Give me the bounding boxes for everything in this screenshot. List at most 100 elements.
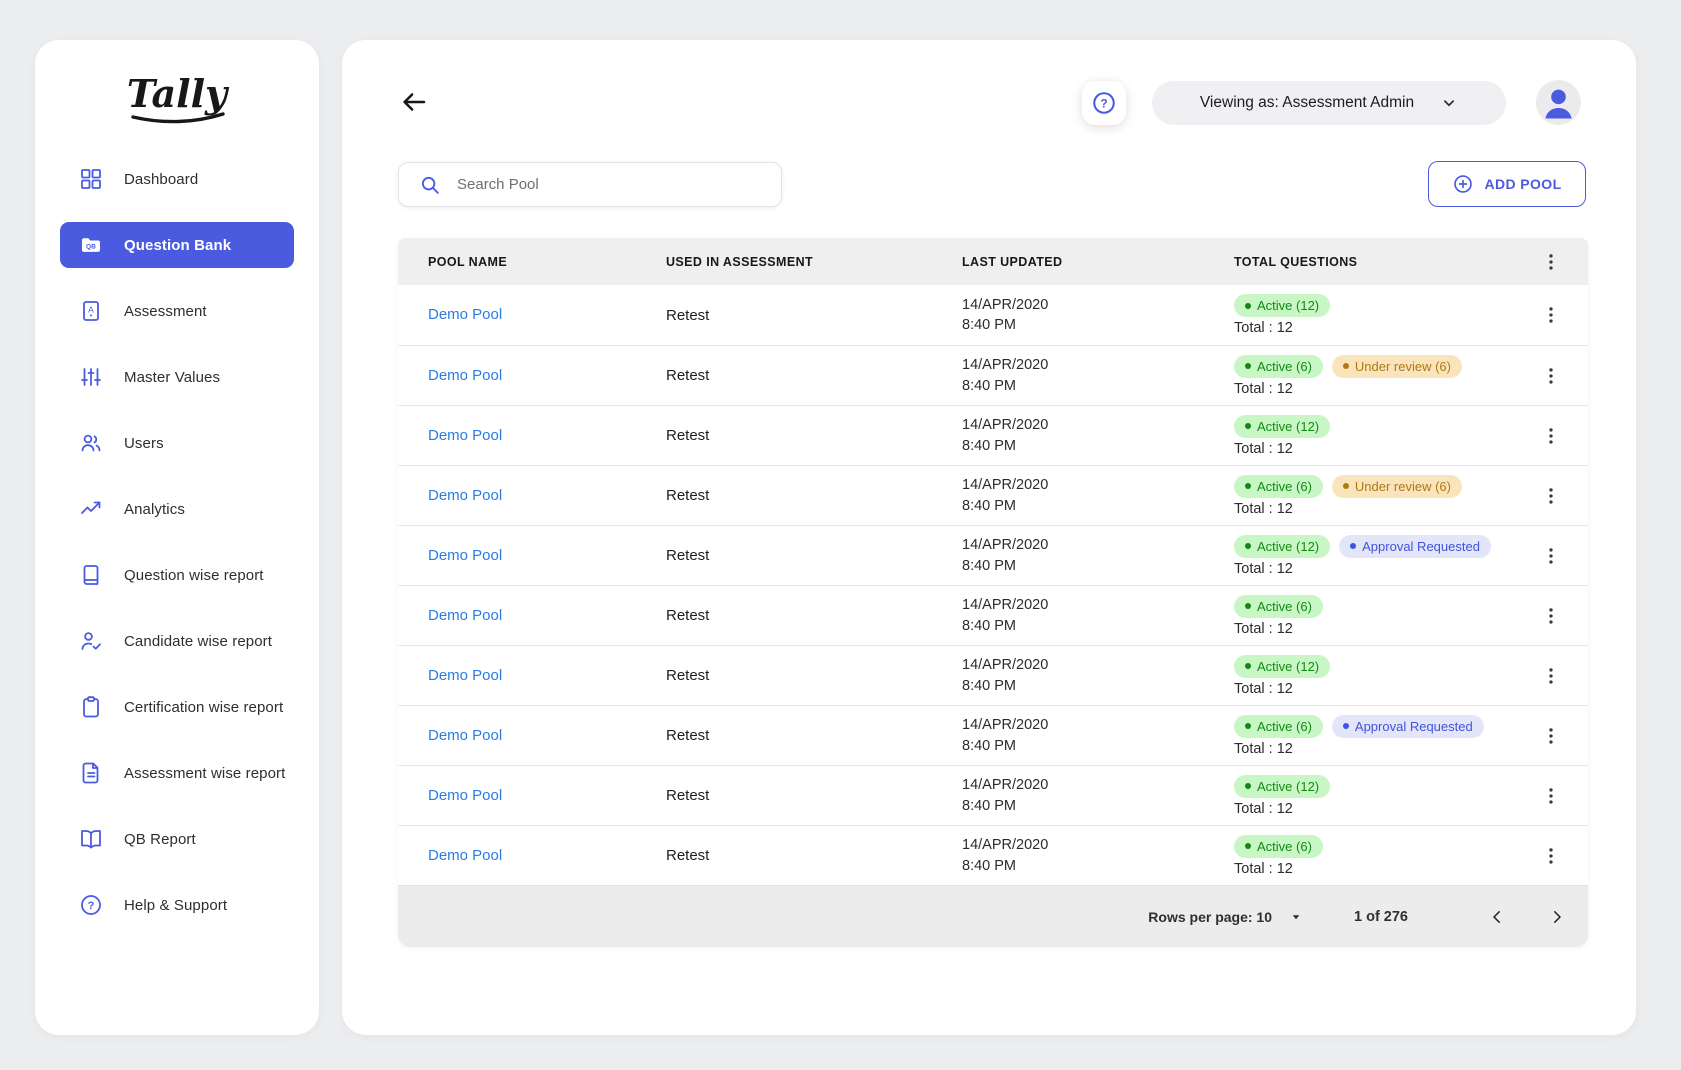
kebab-icon	[1540, 365, 1562, 387]
sidebar-item-assessment-wise-report[interactable]: Assessment wise report	[60, 750, 294, 796]
sidebar-item-dashboard[interactable]: Dashboard	[60, 156, 294, 202]
pool-name-link[interactable]: Demo Pool	[428, 786, 503, 804]
sidebar-item-label: Assessment	[124, 302, 207, 320]
total-count: Total : 12	[1234, 800, 1293, 817]
sidebar-item-label: Question Bank	[124, 236, 232, 254]
trend-up-icon	[79, 497, 103, 521]
status-dot-icon	[1245, 363, 1251, 369]
total-questions-cell: Active (12) Approval Requested Total : 12	[1234, 534, 1514, 577]
sidebar-item-qb-report[interactable]: QB Report	[60, 816, 294, 862]
last-updated: 14/APR/2020 8:40 PM	[962, 777, 1049, 814]
status-badge-active: Active (12)	[1234, 654, 1331, 678]
sidebar-item-question-bank[interactable]: QB Question Bank	[60, 222, 294, 268]
last-updated: 14/APR/2020 8:40 PM	[962, 357, 1049, 394]
table-row: Demo Pool Retest 14/APR/2020 8:40 PM Active …	[398, 765, 1588, 825]
status-badge-active: Active (12)	[1234, 414, 1331, 438]
pool-name-link[interactable]: Demo Pool	[428, 666, 503, 684]
search-pool-input[interactable]	[457, 176, 737, 193]
pool-name-link[interactable]: Demo Pool	[428, 726, 503, 744]
person-check-icon	[79, 629, 103, 653]
total-questions-cell: Active (6) Under review (6) Total : 12	[1234, 474, 1514, 517]
row-actions-button[interactable]	[1536, 721, 1566, 751]
search-pool-box	[398, 162, 782, 207]
pool-name-link[interactable]: Demo Pool	[428, 486, 503, 504]
svg-text:?: ?	[88, 900, 95, 912]
pool-name-link[interactable]: Demo Pool	[428, 606, 503, 624]
previous-page-button[interactable]	[1480, 900, 1514, 934]
total-questions-cell: Active (6) Total : 12	[1234, 834, 1514, 877]
pool-name-link[interactable]: Demo Pool	[428, 366, 503, 384]
total-questions-cell: Active (6) Under review (6) Total : 12	[1234, 354, 1514, 397]
svg-text:?: ?	[1100, 96, 1107, 110]
avatar[interactable]	[1536, 80, 1581, 125]
book-icon	[79, 563, 103, 587]
sidebar-item-help-support[interactable]: ? Help & Support	[60, 882, 294, 928]
row-actions-button[interactable]	[1536, 661, 1566, 691]
sidebar-item-analytics[interactable]: Analytics	[60, 486, 294, 532]
status-dot-icon	[1342, 363, 1349, 369]
sidebar-item-question-wise-report[interactable]: Question wise report	[60, 552, 294, 598]
kebab-icon	[1540, 785, 1562, 807]
chevron-down-icon	[1440, 94, 1458, 112]
pool-name-link[interactable]: Demo Pool	[428, 306, 503, 323]
qb-folder-icon: QB	[79, 233, 103, 257]
kebab-icon	[1540, 251, 1562, 273]
help-circle-icon: ?	[79, 893, 103, 917]
status-badge-active: Active (12)	[1234, 294, 1331, 317]
sidebar-item-candidate-wise-report[interactable]: Candidate wise report	[60, 618, 294, 664]
used-in-assessment: Retest	[666, 787, 710, 804]
svg-text:A: A	[88, 305, 94, 315]
table-row: Demo Pool Retest 14/APR/2020 8:40 PM Active …	[398, 705, 1588, 765]
pool-name-link[interactable]: Demo Pool	[428, 426, 503, 444]
next-page-button[interactable]	[1540, 900, 1574, 934]
row-actions-button[interactable]	[1536, 421, 1566, 451]
status-dot-icon	[1245, 543, 1251, 549]
sidebar-item-label: QB Report	[124, 830, 196, 848]
last-updated: 14/APR/2020 8:40 PM	[962, 477, 1049, 514]
total-count: Total : 12	[1234, 560, 1293, 577]
person-icon	[1545, 89, 1572, 119]
back-button[interactable]	[399, 87, 429, 117]
total-count: Total : 12	[1234, 500, 1293, 517]
sidebar-item-users[interactable]: Users	[60, 420, 294, 466]
last-updated: 14/APR/2020 8:40 PM	[962, 657, 1049, 694]
sidebar-item-certification-wise-report[interactable]: Certification wise report	[60, 684, 294, 730]
column-header-used-in-assessment: USED IN ASSESSMENT	[666, 254, 814, 269]
row-actions-button[interactable]	[1536, 541, 1566, 571]
kebab-icon	[1540, 665, 1562, 687]
row-actions-button[interactable]	[1536, 781, 1566, 811]
table-row: Demo Pool Retest 14/APR/2020 8:40 PM Active …	[398, 345, 1588, 405]
used-in-assessment: Retest	[666, 547, 710, 564]
pool-name-link[interactable]: Demo Pool	[428, 546, 503, 564]
rows-per-page-dropdown[interactable]: Rows per page: 10	[1148, 909, 1302, 925]
sidebar-item-assessment[interactable]: A Assessment	[60, 288, 294, 334]
status-badge-active: Active (12)	[1234, 534, 1331, 558]
total-count: Total : 12	[1234, 860, 1293, 877]
row-actions-button[interactable]	[1536, 300, 1566, 330]
dashboard-grid-icon	[79, 167, 103, 191]
status-badge-active: Active (6)	[1234, 354, 1323, 378]
sidebar-item-label: Dashboard	[124, 170, 199, 188]
logo-text: Tally	[127, 71, 230, 116]
viewing-as-dropdown[interactable]: Viewing as: Assessment Admin	[1152, 80, 1506, 125]
total-count: Total : 12	[1234, 620, 1293, 637]
table-row: Demo Pool Retest 14/APR/2020 8:40 PM Active …	[398, 405, 1588, 465]
row-actions-button[interactable]	[1536, 481, 1566, 511]
table-row: Demo Pool Retest 14/APR/2020 8:40 PM Active …	[398, 825, 1588, 885]
chevron-left-icon	[1493, 910, 1500, 923]
rows-per-page-label: Rows per page: 10	[1148, 908, 1272, 925]
row-actions-button[interactable]	[1536, 361, 1566, 391]
sidebar-item-master-values[interactable]: Master Values	[60, 354, 294, 400]
total-count: Total : 12	[1234, 740, 1293, 757]
row-actions-button[interactable]	[1536, 841, 1566, 871]
row-actions-button[interactable]	[1536, 601, 1566, 631]
sidebar-item-label: Users	[124, 434, 164, 452]
pool-name-link[interactable]: Demo Pool	[428, 846, 503, 864]
used-in-assessment: Retest	[666, 607, 710, 624]
total-questions-cell: Active (12) Total : 12	[1234, 294, 1514, 336]
add-pool-button[interactable]: ADD POOL	[1428, 161, 1586, 207]
table-actions-button[interactable]	[1536, 247, 1566, 277]
status-dot-icon	[1245, 603, 1251, 609]
help-button[interactable]: ?	[1082, 80, 1126, 125]
table-row: Demo Pool Retest 14/APR/2020 8:40 PM Active …	[398, 645, 1588, 705]
